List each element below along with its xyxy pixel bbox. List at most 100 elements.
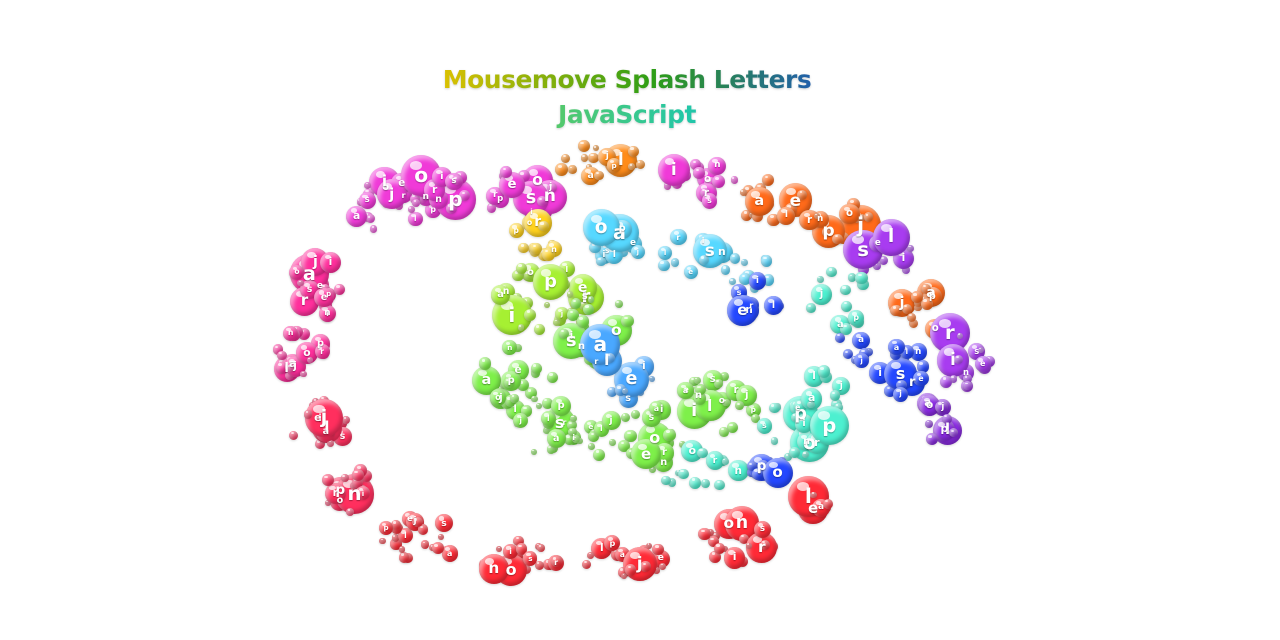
splash-bubble: p bbox=[604, 535, 621, 552]
splash-bubble bbox=[813, 213, 820, 220]
splash-bubble bbox=[346, 508, 355, 517]
bubble-letter: n bbox=[714, 160, 721, 170]
splash-bubble: a bbox=[677, 382, 694, 399]
splash-bubble bbox=[822, 498, 833, 510]
splash-bubble bbox=[906, 312, 917, 323]
bubble-letter: r bbox=[733, 384, 739, 397]
splash-bubble bbox=[721, 457, 729, 465]
bubble-letter: j bbox=[499, 392, 503, 405]
splash-bubble bbox=[806, 303, 816, 313]
splash-bubble bbox=[325, 500, 332, 507]
bubble-letter: j bbox=[312, 253, 318, 270]
bubble-letter: r bbox=[320, 347, 324, 357]
splash-bubble bbox=[790, 412, 800, 422]
splash-bubble bbox=[621, 387, 629, 395]
splash-bubble: l bbox=[540, 411, 556, 427]
splash-bubble: p bbox=[551, 396, 572, 417]
bubble-letter: l bbox=[565, 263, 569, 274]
bubble-letter: r bbox=[712, 454, 718, 466]
splash-bubble bbox=[859, 214, 866, 221]
bubble-letter: j bbox=[857, 213, 865, 238]
bubble-letter: e bbox=[657, 553, 664, 564]
bubble-letter: s bbox=[759, 523, 766, 534]
bubble-letter: s bbox=[625, 393, 631, 405]
splash-bubble bbox=[411, 516, 423, 528]
bubble-letter: a bbox=[818, 502, 825, 513]
splash-bubble bbox=[572, 435, 581, 444]
splash-bubble bbox=[569, 414, 578, 422]
bubble-letter: o bbox=[303, 345, 311, 359]
bubble-letter: r bbox=[814, 436, 820, 450]
bubble-letter: a bbox=[497, 289, 504, 301]
splash-bubble bbox=[693, 376, 701, 384]
bubble-letter: e bbox=[316, 279, 324, 291]
splash-bubble bbox=[740, 258, 748, 266]
bubble-letter: r bbox=[562, 417, 567, 428]
splash-bubble bbox=[504, 377, 515, 388]
splash-bubble bbox=[510, 394, 519, 403]
splash-bubble bbox=[445, 202, 457, 214]
bubble-letter: o bbox=[718, 395, 725, 406]
bubble-letter: o bbox=[610, 320, 622, 339]
bubble-letter: p bbox=[335, 481, 346, 498]
bubble-letter: l bbox=[324, 418, 330, 437]
splash-bubble bbox=[925, 419, 934, 428]
splash-bubble: s bbox=[358, 192, 376, 210]
bubble-letter: i bbox=[901, 252, 906, 265]
bubble-letter: i bbox=[440, 171, 444, 183]
splash-bubble bbox=[364, 181, 372, 189]
splash-bubble bbox=[901, 303, 913, 314]
bubble-letter: r bbox=[332, 487, 338, 500]
splash-bubble: j bbox=[811, 284, 832, 305]
bubble-letter: p bbox=[383, 523, 389, 533]
splash-bubble: o bbox=[289, 264, 305, 280]
splash-bubble bbox=[617, 567, 629, 578]
splash-bubble bbox=[537, 196, 547, 206]
bubble-letter: a bbox=[682, 385, 689, 396]
bubble-letter: l bbox=[804, 484, 812, 509]
splash-bubble bbox=[739, 188, 747, 197]
splash-bubble bbox=[567, 420, 578, 431]
splash-bubble bbox=[314, 439, 326, 450]
splash-bubble bbox=[762, 274, 775, 287]
splash-bubble: s bbox=[434, 513, 454, 533]
splash-bubble: j bbox=[736, 385, 758, 406]
bubble-letter: s bbox=[762, 421, 767, 431]
splash-bubble bbox=[746, 461, 757, 472]
splash-bubble bbox=[518, 242, 529, 254]
splash-bubble: l bbox=[658, 245, 673, 260]
splash-bubble bbox=[459, 190, 471, 202]
bubble-letter: n bbox=[803, 435, 810, 447]
splash-bubble bbox=[520, 405, 533, 417]
bubble-letter: a bbox=[653, 403, 660, 413]
splash-bubble bbox=[563, 433, 576, 446]
bubble-letter: i bbox=[642, 360, 646, 373]
splash-bubble bbox=[713, 542, 726, 555]
splash-bubble bbox=[547, 182, 558, 193]
splash-bubble bbox=[659, 563, 667, 570]
bubble-letter: j bbox=[549, 181, 553, 192]
splash-bubble: p bbox=[745, 402, 761, 418]
splash-bubble: e bbox=[913, 370, 929, 387]
bubble-letter: j bbox=[860, 355, 863, 365]
bubble-letter: o bbox=[703, 172, 712, 185]
splash-bubble: j bbox=[376, 179, 407, 210]
splash-bubble bbox=[538, 220, 549, 232]
bubble-letter: n bbox=[718, 245, 726, 259]
splash-bubble bbox=[391, 534, 400, 543]
bubble-letter: e bbox=[507, 177, 517, 193]
splash-bubble bbox=[307, 357, 314, 364]
splash-bubble bbox=[832, 233, 843, 245]
bubble-letter: o bbox=[495, 392, 501, 403]
bubble-letter: a bbox=[446, 548, 453, 559]
splash-bubble bbox=[848, 273, 857, 282]
bubble-letter: a bbox=[924, 396, 932, 409]
splash-bubble: i bbox=[319, 251, 342, 273]
splash-bubble: l bbox=[398, 528, 413, 544]
bubble-letter: p bbox=[430, 205, 436, 215]
splash-bubble: r bbox=[314, 344, 330, 360]
bubble-letter: j bbox=[745, 389, 749, 402]
splash-bubble bbox=[741, 209, 753, 221]
splash-bubble: s bbox=[756, 418, 773, 435]
